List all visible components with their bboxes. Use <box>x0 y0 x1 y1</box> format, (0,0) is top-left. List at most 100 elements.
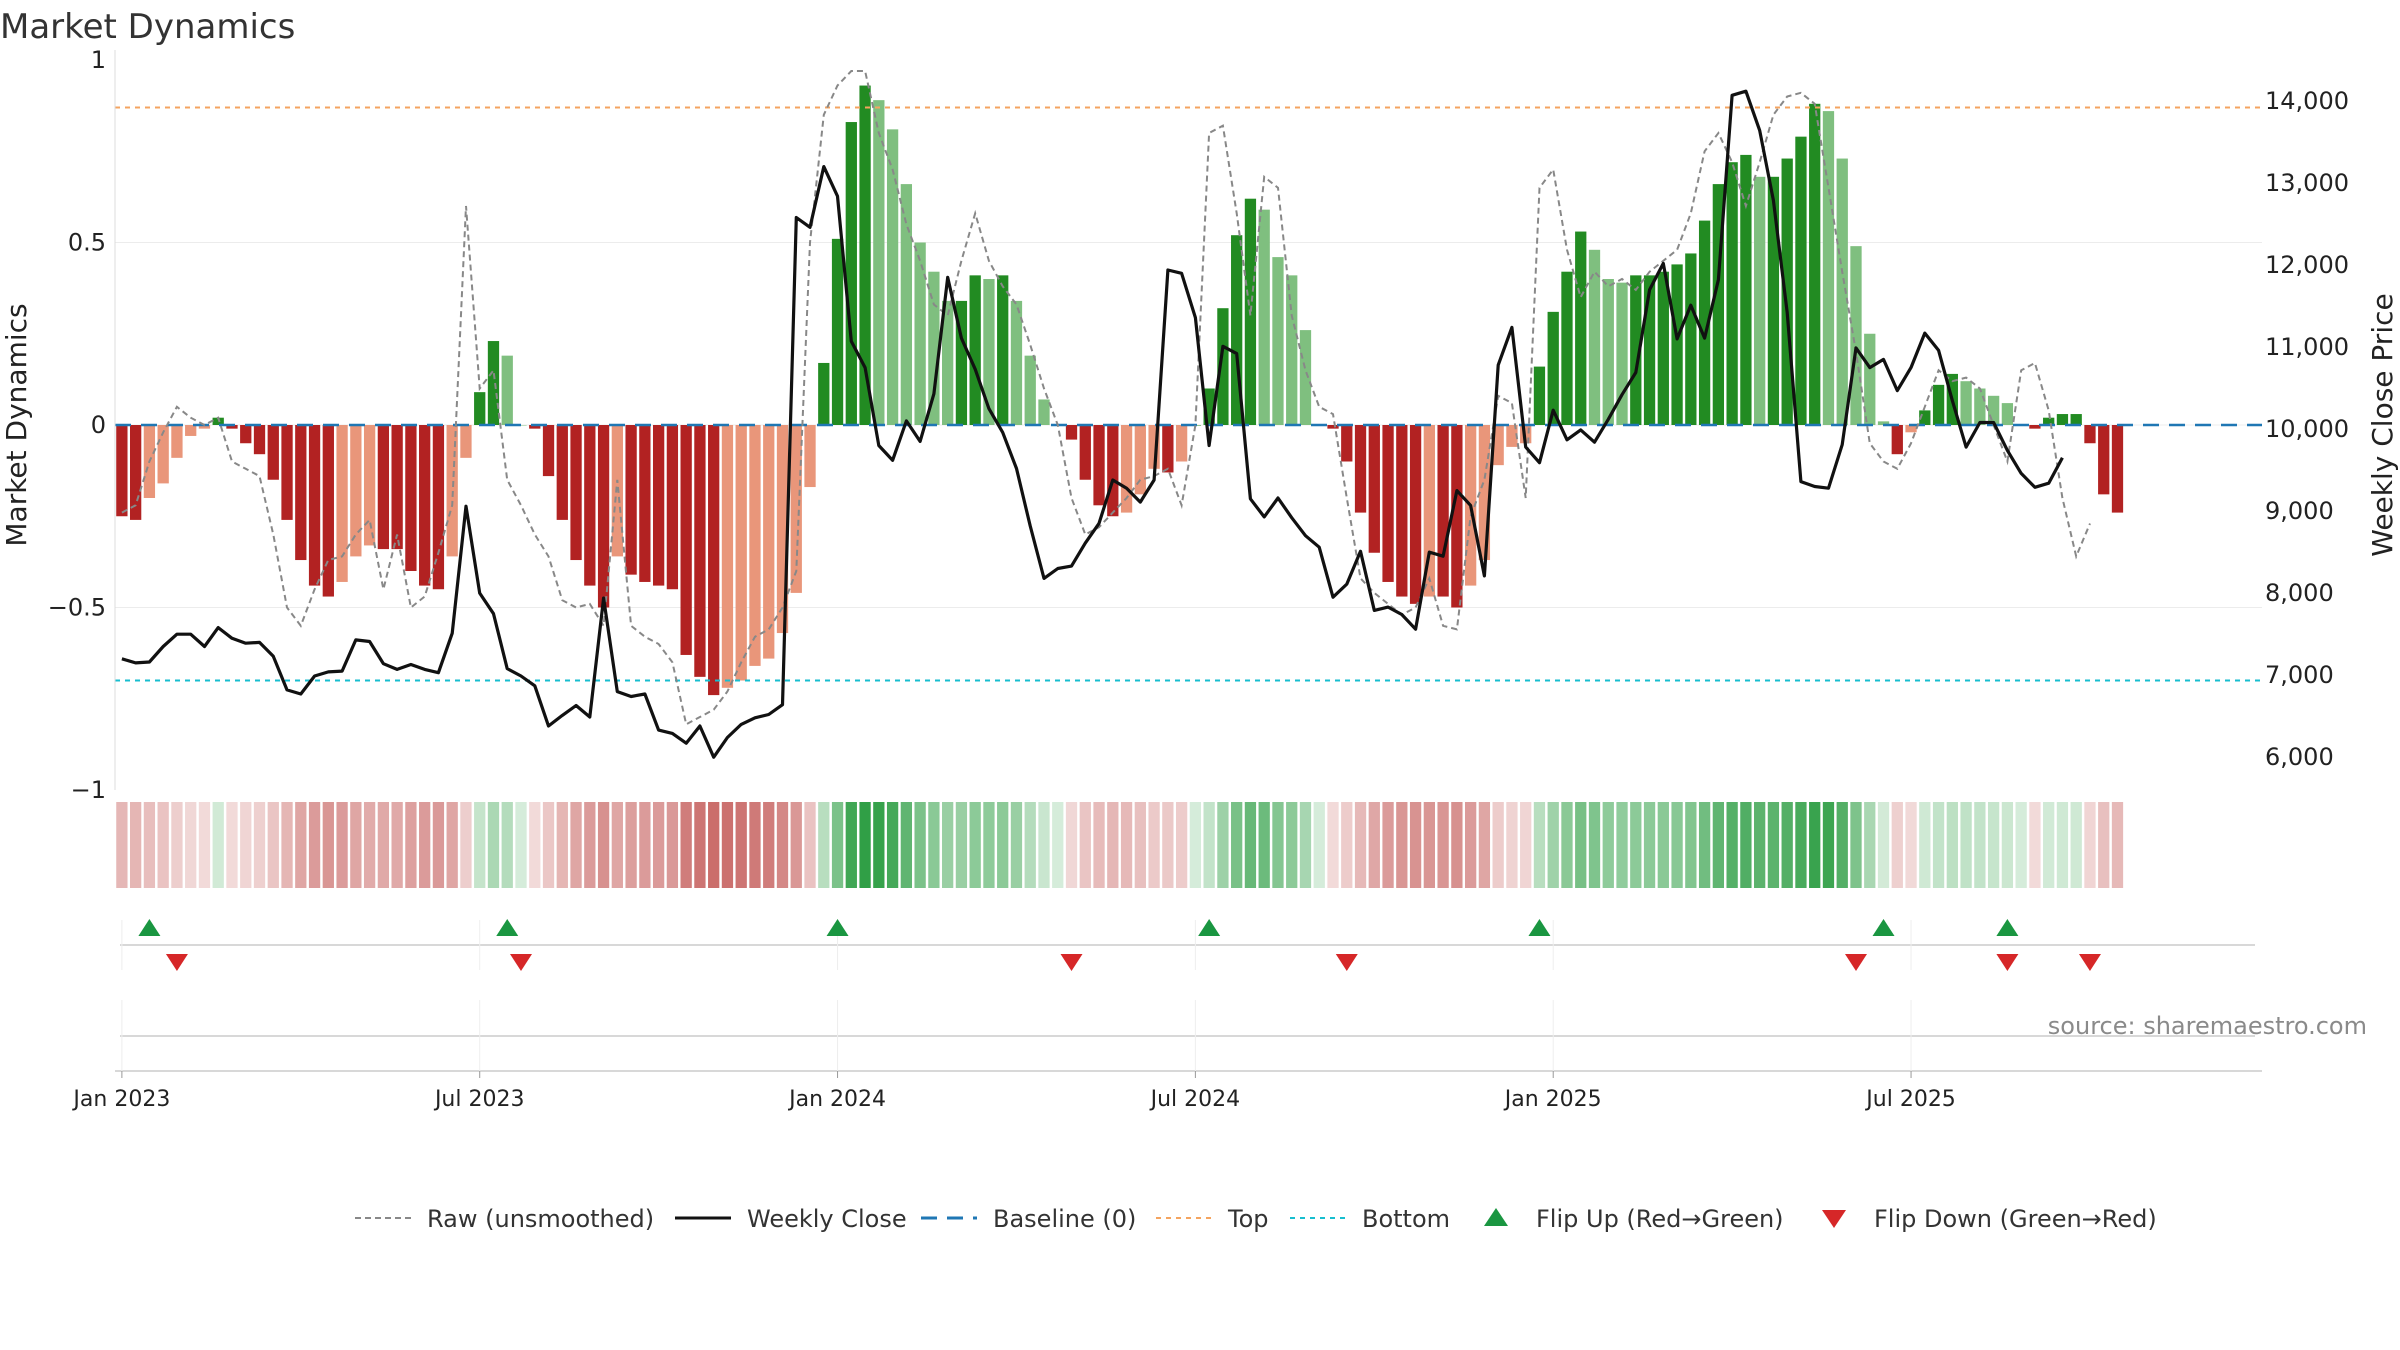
strip-cell <box>969 802 981 888</box>
bar <box>666 425 679 590</box>
strip-cell <box>1010 802 1023 888</box>
bar <box>983 279 995 425</box>
strip-cell <box>1052 802 1064 888</box>
bar <box>1134 425 1146 495</box>
bar <box>1478 425 1491 561</box>
bar <box>501 355 513 425</box>
strip-cell <box>1987 802 2000 888</box>
strip-cell <box>1809 802 1821 888</box>
legend-item-close: Weekly Close <box>675 1205 907 1233</box>
strip-cell <box>377 802 390 888</box>
bar <box>1492 425 1504 466</box>
strip-cell <box>900 802 913 888</box>
strip-cell <box>1616 802 1628 888</box>
strip-cell <box>735 802 747 888</box>
bar <box>212 417 224 425</box>
bar <box>1740 154 1752 425</box>
flip-up-marker <box>1872 919 1895 936</box>
strip-cell <box>336 802 348 888</box>
strip-cell <box>226 802 238 888</box>
flip-up-marker <box>496 919 519 936</box>
bar <box>377 425 390 550</box>
bar <box>1451 425 1463 608</box>
bar <box>1809 103 1821 426</box>
strip-cell <box>625 802 637 888</box>
left-tick-label: −1 <box>71 776 106 804</box>
bar <box>267 425 279 480</box>
strip-cell <box>2015 802 2027 888</box>
strip-cell <box>611 802 623 888</box>
bar <box>2098 425 2110 495</box>
strip-cell <box>1795 802 1807 888</box>
bar <box>157 425 169 484</box>
bar <box>363 425 376 546</box>
bar <box>281 425 293 520</box>
strip-cell <box>1974 802 1986 888</box>
bar <box>1120 425 1133 513</box>
bar <box>487 341 500 425</box>
bar <box>2043 417 2055 425</box>
strip-cell <box>322 802 334 888</box>
bar <box>432 425 445 590</box>
bar <box>1754 176 1766 425</box>
strip-cell <box>763 802 775 888</box>
strip-cell <box>873 802 885 888</box>
strip-cell <box>1547 802 1559 888</box>
strip-cell <box>363 802 376 888</box>
weekly-close-line <box>121 89 2064 759</box>
strip-cell <box>1685 802 1697 888</box>
strip-cell <box>1726 802 1738 888</box>
legend-item-bottom: Bottom <box>1290 1205 1450 1233</box>
legend-label: Flip Down (Green→Red) <box>1874 1205 2157 1233</box>
strip-cell <box>1588 802 1601 888</box>
bar <box>253 425 266 455</box>
flip-up-marker <box>1996 919 2019 936</box>
bar <box>1726 162 1738 425</box>
bar <box>130 425 142 520</box>
strip-cell <box>419 802 431 888</box>
strip-cell <box>267 802 279 888</box>
bar <box>226 425 238 429</box>
raw-line <box>121 70 2091 726</box>
bar <box>790 425 802 593</box>
bar <box>749 425 761 666</box>
strip-cell <box>143 802 156 888</box>
bar <box>1162 425 1174 473</box>
bar <box>1175 425 1188 462</box>
bar <box>1630 275 1642 425</box>
axes: 1 0.5 0 −0.5 −1 14,000 13,000 12,000 11,000 10,00… <box>48 46 2349 804</box>
strip-cell <box>2001 802 2014 888</box>
bar <box>2056 414 2069 425</box>
strip-cell <box>2084 802 2096 888</box>
strip-cell <box>1148 802 1160 888</box>
bar <box>1217 308 1229 425</box>
strip-cell <box>253 802 266 888</box>
bar <box>1396 425 1408 597</box>
bar <box>1671 264 1683 425</box>
strip-cell <box>1368 802 1380 888</box>
x-tick-label: Jan 2025 <box>1503 1087 1602 1112</box>
strip-cell <box>1437 802 1449 888</box>
strip-cell <box>1120 802 1133 888</box>
strip-cell <box>997 802 1009 888</box>
strip-cell <box>1175 802 1188 888</box>
bar <box>1905 425 1917 433</box>
strip-cell <box>2070 802 2082 888</box>
strip-cell <box>529 802 541 888</box>
bar <box>1795 136 1807 425</box>
strip-cell <box>1506 802 1518 888</box>
bar <box>1148 425 1160 469</box>
strip-cell <box>1932 802 1945 888</box>
bar <box>198 425 211 429</box>
strip-cell <box>1423 802 1435 888</box>
flip-down-marker <box>510 954 533 971</box>
bar <box>1616 282 1628 425</box>
strip-cell <box>680 802 692 888</box>
bar <box>1286 275 1298 425</box>
bar <box>529 425 541 429</box>
bar <box>680 425 692 655</box>
strip-cell <box>1382 802 1394 888</box>
strip-cell <box>1079 802 1091 888</box>
strip-cell <box>1409 802 1422 888</box>
legend-item-flipup: Flip Up (Red→Green) <box>1484 1205 1784 1233</box>
